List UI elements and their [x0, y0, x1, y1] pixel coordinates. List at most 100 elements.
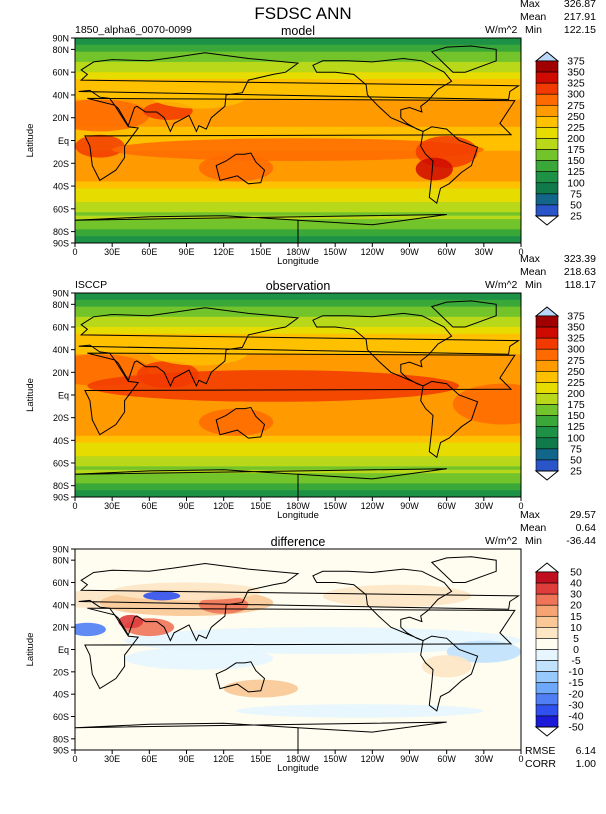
colorbar-label: 10	[570, 622, 582, 634]
map-field	[0, 293, 521, 497]
stat-mean-value: 217.91	[564, 11, 596, 23]
colorbar-swatch	[535, 82, 559, 95]
y-tick-label: 40N	[52, 600, 69, 610]
field-band	[75, 405, 521, 410]
stat-max-label: Max	[520, 0, 541, 10]
field-anomaly	[198, 154, 274, 182]
colorbar-label: 125	[567, 166, 585, 178]
colorbar-swatch	[535, 382, 559, 394]
colorbar-label: 15	[570, 611, 582, 623]
field-anomaly	[421, 655, 472, 678]
x-tick-label: 150E	[250, 754, 271, 764]
x-tick-label: 60E	[141, 501, 157, 511]
field-anomaly	[87, 370, 460, 402]
field-anomaly	[75, 622, 106, 637]
field-band	[75, 456, 521, 461]
colorbar-swatch	[535, 671, 559, 684]
y-tick-label: 40N	[52, 345, 69, 355]
x-tick-label: 180W	[286, 247, 310, 257]
y-tick-label: 40S	[53, 690, 69, 700]
field-band	[75, 126, 521, 131]
colorbar-label: 175	[567, 399, 585, 411]
field-band	[75, 38, 521, 43]
colorbar-label: 20	[570, 600, 582, 612]
colorbar-swatch	[535, 138, 559, 150]
y-tick-label: 90S	[53, 493, 69, 503]
x-tick-label: 0	[72, 247, 77, 257]
panel-title: observation	[266, 279, 331, 293]
coastline	[78, 52, 521, 133]
rmse-value: 6.14	[576, 745, 597, 757]
field-band	[75, 208, 521, 213]
coastline	[0, 59, 6, 132]
y-tick-label: Eq	[58, 136, 69, 146]
x-tick-label: 90E	[178, 501, 194, 511]
colorbar-swatch	[535, 326, 559, 339]
colorbar-label: 100	[567, 177, 585, 189]
x-tick-label: 150W	[323, 247, 347, 257]
field-band	[75, 337, 521, 342]
colorbar-label: 375	[567, 56, 585, 68]
colorbar-label: -5	[571, 655, 580, 667]
field-band	[75, 364, 521, 369]
colorbar-label: -10	[568, 666, 583, 678]
stat-min-value: -36.44	[566, 535, 596, 547]
field-band	[75, 422, 521, 427]
field-anomaly	[452, 383, 521, 425]
x-tick-label: 30E	[104, 501, 120, 511]
colorbar-label: 40	[570, 578, 582, 590]
field-band	[75, 161, 521, 166]
y-tick-label: 80N	[52, 45, 69, 55]
stat-min-label: Min	[525, 24, 542, 36]
colorbar-swatch	[535, 649, 559, 661]
x-tick-label: 30E	[104, 247, 120, 257]
field-band	[75, 171, 521, 176]
y-axis-label: Latitude	[25, 124, 36, 158]
field-band	[75, 202, 521, 207]
colorbar-label: 75	[570, 443, 582, 455]
colorbar-swatch	[535, 116, 559, 128]
colorbar-label: 300	[567, 344, 585, 356]
field-anomaly	[75, 99, 150, 132]
colorbar-swatch	[535, 193, 559, 206]
field-band	[75, 435, 521, 440]
colorbar-swatch	[535, 682, 559, 695]
coastline	[420, 635, 479, 712]
field-band	[75, 408, 521, 413]
x-tick-label: 90W	[400, 247, 419, 257]
colorbar-swatch	[535, 638, 559, 650]
coastline	[0, 469, 1, 497]
colorbar-label: -15	[568, 677, 583, 689]
stat-mean-label: Mean	[520, 11, 546, 23]
y-tick-label: 80N	[52, 556, 69, 566]
x-tick-label: 150E	[250, 247, 271, 257]
colorbar-swatch	[535, 627, 559, 639]
x-tick-label: 90E	[178, 754, 194, 764]
y-tick-label: 20S	[53, 413, 69, 423]
colorbar-arrow-top	[534, 306, 560, 317]
field-band	[75, 347, 521, 352]
field-band	[75, 212, 521, 217]
y-tick-label: 20S	[53, 159, 69, 169]
colorbar-arrow-top	[534, 562, 560, 573]
y-tick-label: 80S	[53, 227, 69, 237]
coastline	[420, 126, 479, 204]
field-band	[75, 191, 521, 196]
colorbar-arrow-bottom	[534, 726, 560, 737]
y-tick-label: 80S	[53, 481, 69, 491]
colorbar-label: 175	[567, 144, 585, 156]
x-tick-label: 150W	[323, 501, 347, 511]
colorbar-label: 100	[567, 432, 585, 444]
field-anomaly	[236, 704, 484, 718]
field-band	[75, 205, 521, 210]
y-tick-label: 60N	[52, 578, 69, 588]
coastline	[215, 406, 266, 439]
colorbar-swatch	[535, 693, 559, 706]
field-band	[75, 174, 521, 179]
coastline	[215, 661, 266, 693]
panel-difference: Max 29.57 Mean 0.64 W/m^2 Min -36.44 difference…	[25, 509, 597, 774]
coastline	[420, 380, 479, 459]
map-field	[0, 38, 521, 243]
coastline	[312, 57, 453, 132]
